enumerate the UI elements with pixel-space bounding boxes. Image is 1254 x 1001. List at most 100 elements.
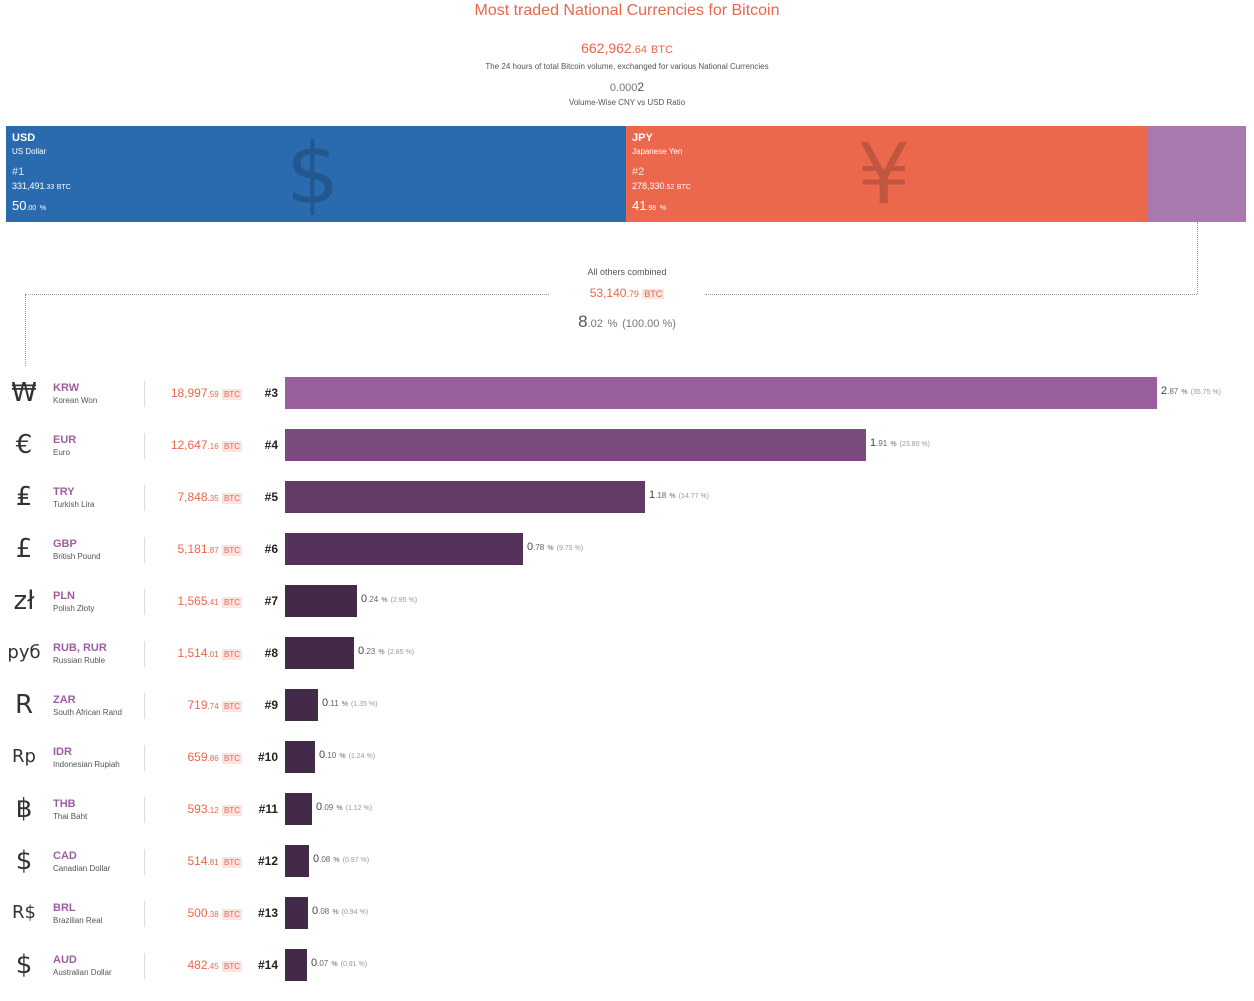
currency-volume: 18,997.59 BTC bbox=[170, 386, 242, 400]
bar-percent-label: 0.78 % (9.75 %) bbox=[527, 541, 584, 553]
divider bbox=[144, 381, 145, 407]
currency-name: South African Rand bbox=[53, 708, 122, 717]
connector-line bbox=[25, 294, 26, 366]
bar-percent-label: 0.24 % (2.95 %) bbox=[361, 593, 418, 605]
currency-row[interactable]: R ZAR South African Rand 719.74 BTC #9 0.11 %… bbox=[0, 689, 1254, 741]
currency-rank: #5 bbox=[264, 490, 278, 504]
currency-volume: 719.74 BTC bbox=[187, 698, 242, 712]
bar-percent-label: 0.07 % (0.91 %) bbox=[311, 957, 368, 969]
currency-row[interactable]: ฿ THB Thai Baht 593.12 BTC #11 0.09 % (1.12 %… bbox=[0, 793, 1254, 845]
currency-rank: #6 bbox=[264, 542, 278, 556]
currency-code: RUB, RUR bbox=[53, 642, 107, 654]
total-volume: 662,962.64 BTC bbox=[581, 40, 673, 56]
block-volume: 278,330.52 BTC bbox=[632, 181, 691, 191]
block-percent: 41.98 % bbox=[632, 198, 667, 213]
block-rank: #1 bbox=[12, 166, 25, 178]
bar-percent-label: 1.18 % (14.77 %) bbox=[649, 489, 709, 501]
cny-usd-ratio: 0.0002 bbox=[609, 80, 645, 94]
currency-code: TRY bbox=[53, 486, 75, 498]
currency-name: Brazilian Real bbox=[53, 916, 103, 925]
currency-name: Russian Ruble bbox=[53, 656, 106, 665]
currency-row[interactable]: руб RUB, RUR Russian Ruble 1,514.01 BTC #8 0.… bbox=[0, 637, 1254, 689]
volume-bar[interactable] bbox=[285, 793, 312, 825]
bar-percent-label: 0.23 % (2.85 %) bbox=[358, 645, 415, 657]
block-code: USD bbox=[12, 132, 36, 144]
connector-line bbox=[1197, 222, 1198, 294]
currency-row[interactable]: $ CAD Canadian Dollar 514.81 BTC #12 0.08 % (… bbox=[0, 845, 1254, 897]
volume-bar[interactable] bbox=[285, 845, 309, 877]
currency-rank: #10 bbox=[257, 750, 278, 764]
divider bbox=[144, 745, 145, 771]
currency-row[interactable]: ₤ TRY Turkish Lira 7,848.35 BTC #5 1.18 % (14… bbox=[0, 481, 1254, 533]
currency-row[interactable]: € EUR Euro 12,647.16 BTC #4 1.91 % (23.80 %) bbox=[0, 429, 1254, 481]
volume-bar[interactable] bbox=[285, 741, 315, 773]
currency-row[interactable]: Rp IDR Indonesian Rupiah 659.86 BTC #10 0.10 … bbox=[0, 741, 1254, 793]
volume-bar[interactable] bbox=[285, 533, 523, 565]
currency-row[interactable]: $ AUD Australian Dollar 482.45 BTC #14 0.07 %… bbox=[0, 949, 1254, 1001]
currency-row[interactable]: R$ BRL Brazilian Real 500.38 BTC #13 0.08 % (… bbox=[0, 897, 1254, 949]
currency-name: Australian Dollar bbox=[53, 968, 112, 977]
divider bbox=[144, 901, 145, 927]
currency-row[interactable]: £ GBP British Pound 5,181.87 BTC #6 0.78 % (9… bbox=[0, 533, 1254, 585]
currency-symbol-icon: ₩ bbox=[11, 378, 37, 408]
block-volume: 331,491.33 BTC bbox=[12, 181, 71, 191]
currency-name: Euro bbox=[53, 448, 70, 457]
volume-bar[interactable] bbox=[285, 897, 308, 929]
volume-bar[interactable] bbox=[285, 689, 318, 721]
divider bbox=[144, 641, 145, 667]
currency-symbol-icon: zł bbox=[13, 586, 35, 616]
divider bbox=[144, 797, 145, 823]
currency-volume: 12,647.16 BTC bbox=[170, 438, 242, 452]
currency-row[interactable]: zł PLN Polish Złoty 1,565.41 BTC #7 0.24 % (2… bbox=[0, 585, 1254, 637]
others-label: All others combined bbox=[587, 267, 667, 277]
divider bbox=[144, 589, 145, 615]
connector-line bbox=[25, 294, 549, 295]
currency-code: GBP bbox=[53, 538, 77, 550]
currency-code: THB bbox=[53, 798, 76, 810]
currency-code: IDR bbox=[53, 746, 72, 758]
currency-code: KRW bbox=[53, 382, 80, 394]
bar-percent-label: 2.87 % (35.75 %) bbox=[1161, 385, 1221, 397]
currency-rank: #3 bbox=[264, 386, 278, 400]
volume-bar[interactable] bbox=[285, 949, 307, 981]
currency-volume: 5,181.87 BTC bbox=[177, 542, 242, 556]
divider bbox=[144, 537, 145, 563]
currency-volume: 1,565.41 BTC bbox=[177, 594, 242, 608]
currency-code: BRL bbox=[53, 902, 76, 914]
others-percent: 8.02 % (100.00 %) bbox=[578, 312, 676, 331]
currency-symbol-icon: $ bbox=[15, 950, 33, 980]
others-block[interactable] bbox=[1147, 126, 1246, 222]
currency-rank: #8 bbox=[264, 646, 278, 660]
currency-code: ZAR bbox=[53, 694, 76, 706]
others-volume: 53,140.79 BTC bbox=[589, 286, 665, 300]
bar-percent-label: 1.91 % (23.80 %) bbox=[870, 437, 930, 449]
block-code: JPY bbox=[632, 132, 653, 144]
currency-symbol-icon: ₤ bbox=[15, 482, 33, 512]
usd-block[interactable]: $ USD US Dollar #1 331,491.33 BTC 50.00 … bbox=[6, 126, 626, 222]
currency-name: Canadian Dollar bbox=[53, 864, 111, 873]
currency-rank: #4 bbox=[264, 438, 278, 452]
divider bbox=[144, 433, 145, 459]
currency-name: Turkish Lira bbox=[53, 500, 95, 509]
volume-bar[interactable] bbox=[285, 585, 357, 617]
currency-rank: #12 bbox=[257, 854, 278, 868]
volume-bar[interactable] bbox=[285, 429, 866, 461]
currency-row[interactable]: ₩ KRW Korean Won 18,997.59 BTC #3 2.87 % (35.… bbox=[0, 377, 1254, 429]
volume-bar[interactable] bbox=[285, 637, 354, 669]
currency-name: Korean Won bbox=[53, 396, 98, 405]
divider bbox=[144, 485, 145, 511]
currency-name: Indonesian Rupiah bbox=[53, 760, 120, 769]
bar-percent-label: 0.10 % (1.24 %) bbox=[319, 749, 376, 761]
currency-rank: #13 bbox=[257, 906, 278, 920]
currency-symbol-icon: € bbox=[15, 430, 33, 460]
ratio-label: Volume-Wise CNY vs USD Ratio bbox=[568, 98, 686, 107]
volume-bar[interactable] bbox=[285, 481, 645, 513]
bar-percent-label: 0.09 % (1.12 %) bbox=[316, 801, 373, 813]
currency-code: CAD bbox=[53, 850, 77, 862]
currency-symbol-icon: R$ bbox=[12, 902, 36, 923]
divider bbox=[144, 953, 145, 979]
volume-bar[interactable] bbox=[285, 377, 1157, 409]
currency-rank: #9 bbox=[264, 698, 278, 712]
jpy-block[interactable]: ¥ JPY Japanese Yen #2 278,330.52 BTC 41.… bbox=[626, 126, 1147, 222]
currency-volume: 7,848.35 BTC bbox=[177, 490, 242, 504]
